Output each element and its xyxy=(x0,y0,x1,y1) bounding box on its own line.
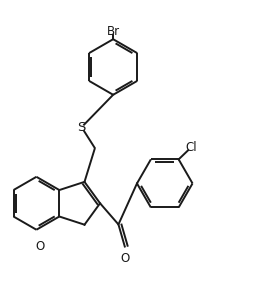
Text: O: O xyxy=(120,252,130,265)
Text: S: S xyxy=(77,121,86,134)
Text: Br: Br xyxy=(107,25,120,38)
Text: O: O xyxy=(35,240,44,253)
Text: Cl: Cl xyxy=(185,141,197,154)
